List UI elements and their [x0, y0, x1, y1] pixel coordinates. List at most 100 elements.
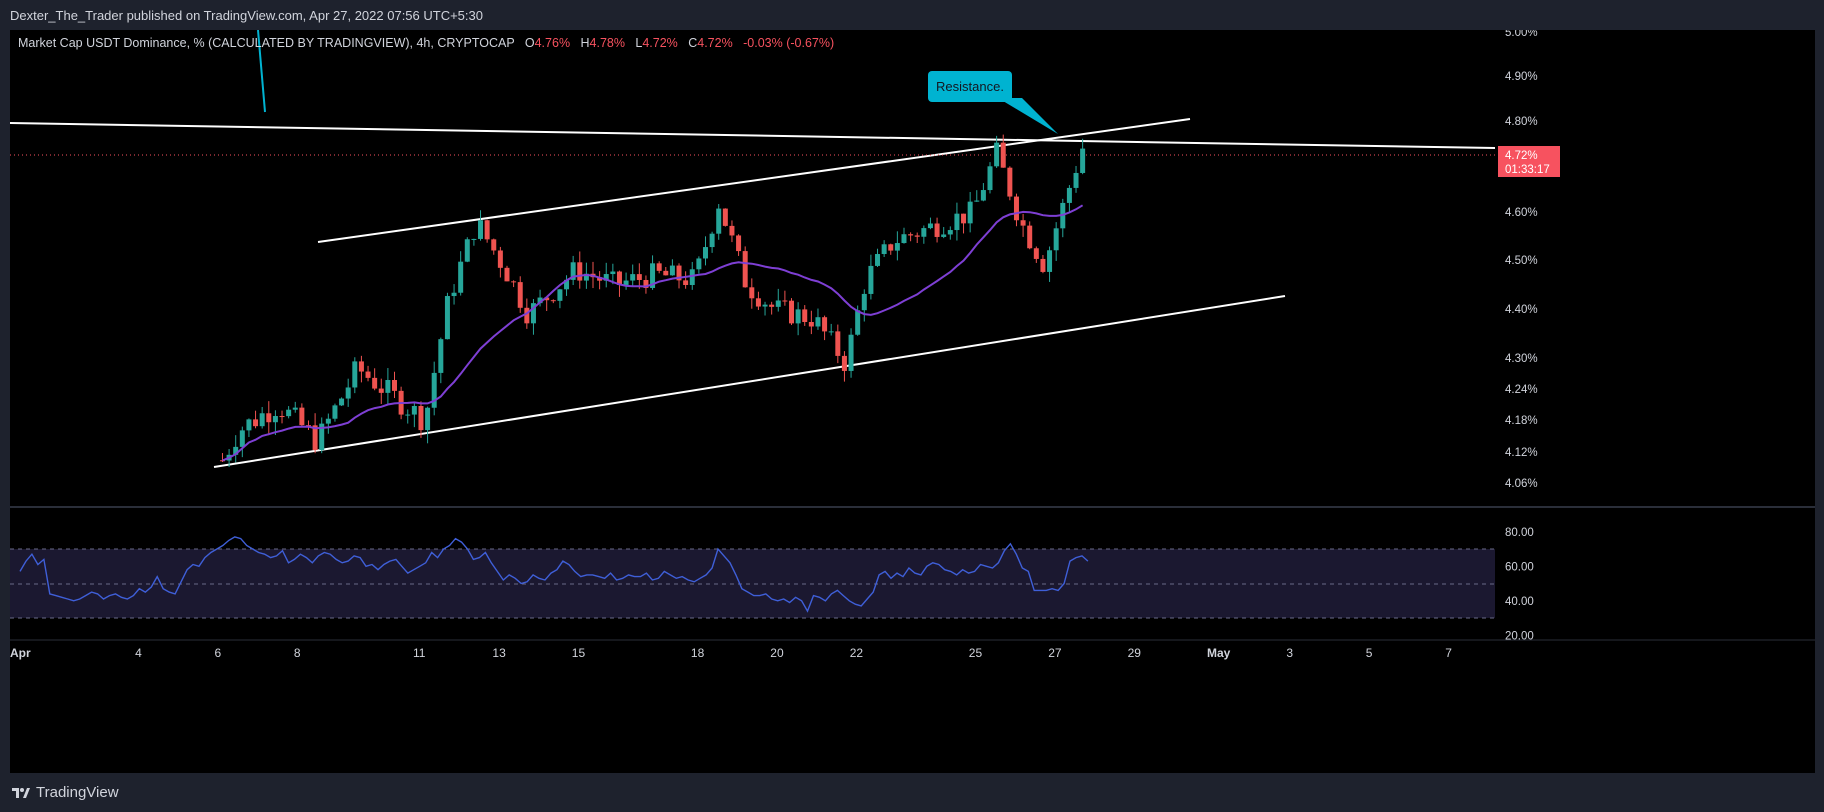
candle-body	[478, 220, 484, 239]
old-drawing-line[interactable]	[257, 29, 266, 113]
candle-body	[868, 265, 874, 294]
candle-body	[894, 243, 900, 251]
candle-body	[253, 419, 259, 427]
last-price-value: 4.72%	[1505, 150, 1538, 162]
rsi-axis[interactable]: 80.00 60.00 40.00 20.00	[1505, 527, 1534, 643]
candle-body	[358, 361, 364, 372]
candle-body	[458, 261, 464, 293]
candle-body	[722, 208, 728, 226]
callout-text: Resistance.	[936, 79, 1004, 94]
candle-body	[808, 321, 814, 327]
candle-body	[339, 398, 345, 406]
candle-body	[557, 289, 563, 301]
symbol-title: Market Cap USDT Dominance, % (CALCULATED…	[18, 36, 515, 50]
candle-body	[577, 262, 583, 281]
candle-body	[676, 265, 682, 281]
candle-body	[530, 303, 536, 324]
candle-body	[497, 250, 503, 268]
time-tick-label: 11	[413, 646, 426, 660]
rsi-pane[interactable]	[10, 536, 1495, 619]
symbol-legend[interactable]: Market Cap USDT Dominance, % (CALCULATED…	[18, 36, 834, 50]
price-tick-label: 4.80%	[1505, 116, 1538, 128]
candle-body	[921, 228, 927, 237]
time-tick-label: 15	[572, 646, 586, 660]
tradingview-logo[interactable]: TradingView	[12, 784, 119, 801]
price-tick-label: 4.30%	[1505, 353, 1538, 365]
candle-body	[603, 274, 609, 281]
callout-box	[928, 71, 1012, 102]
candle-body	[1027, 225, 1033, 249]
time-tick-label: 3	[1286, 646, 1293, 660]
tradingview-logo-icon	[12, 787, 30, 798]
resistance-callout[interactable]: Resistance.	[928, 71, 1058, 134]
candle-body	[663, 270, 669, 276]
candle-body	[994, 142, 1000, 167]
footer-bar: TradingView	[0, 774, 1824, 812]
trendlines[interactable]	[9, 29, 1496, 468]
candle-body	[564, 279, 570, 290]
price-tick-label: 4.40%	[1505, 304, 1538, 316]
candle-body	[947, 230, 953, 235]
candle-body	[1066, 187, 1072, 203]
candle-body	[822, 317, 828, 332]
candle-body	[438, 339, 444, 373]
candle-body	[709, 233, 715, 248]
candle-body	[736, 235, 742, 252]
candle-body	[233, 446, 239, 455]
candle-body	[365, 371, 371, 378]
candle-body	[974, 200, 980, 202]
candle-body	[272, 416, 278, 423]
candle-body	[980, 190, 986, 201]
time-tick-label: 18	[691, 646, 705, 660]
candle-body	[378, 388, 384, 393]
candle-body	[908, 234, 914, 236]
time-tick-label: 29	[1128, 646, 1142, 660]
candle-body	[352, 361, 358, 388]
candle-body	[418, 405, 424, 431]
candle-body	[431, 372, 437, 408]
price-axis[interactable]: 5.00% 4.90% 4.80% 4.60% 4.50% 4.40% 4.30% 4.24%…	[1505, 27, 1538, 490]
price-tick-label: 4.06%	[1505, 478, 1538, 490]
time-tick-label: 20	[770, 646, 784, 660]
low-value: 4.72%	[642, 36, 678, 50]
candle-body	[630, 274, 636, 281]
publisher-line: Dexter_The_Trader published on TradingVi…	[10, 8, 483, 23]
candle-body	[1000, 142, 1006, 168]
chart-canvas[interactable]: Resistance. 5.00% 4.90% 4.80% 4.60% 4.50% 4.4…	[9, 27, 1815, 773]
price-tick-label: 4.18%	[1505, 415, 1538, 427]
lower-channel-line[interactable]	[213, 295, 1286, 468]
candle-body	[729, 225, 735, 236]
time-tick-label: 6	[215, 646, 222, 660]
upper-channel-line[interactable]	[317, 118, 1191, 243]
rsi-tick-label: 20.00	[1505, 630, 1534, 642]
candle-body	[755, 298, 761, 307]
candle-body	[511, 281, 517, 283]
candle-body	[405, 414, 411, 416]
candle-body	[537, 297, 543, 304]
candle-body	[967, 201, 973, 224]
candle-body	[689, 269, 695, 286]
candle-body	[1053, 228, 1059, 251]
moving-average-line	[222, 204, 1084, 462]
candle-body	[1033, 248, 1039, 259]
open-label: O	[524, 36, 535, 50]
horizontal-resistance-line[interactable]	[9, 122, 1496, 149]
last-price-tag-box	[1498, 146, 1560, 177]
candle-body	[246, 419, 252, 431]
candle-body	[517, 282, 523, 308]
time-axis[interactable]: Apr 4 6 8 11 13 15 18 20 22 25 27 29 May 3 5 7	[10, 646, 1452, 660]
close-value: 4.72%	[697, 36, 733, 50]
candle-body	[961, 213, 967, 224]
change-value: -0.03% (-0.67%)	[743, 36, 835, 50]
candle-body	[1080, 148, 1086, 173]
price-tick-label: 4.90%	[1505, 71, 1538, 83]
candle-body	[802, 309, 808, 322]
candle-body	[1007, 167, 1013, 197]
time-tick-label: 8	[294, 646, 301, 660]
candle-body	[643, 279, 649, 288]
candle-body	[815, 317, 821, 327]
high-label: H	[580, 36, 590, 50]
candle-body	[875, 254, 881, 266]
candle-body	[1073, 172, 1079, 188]
chart-frame[interactable]: Resistance. 5.00% 4.90% 4.80% 4.60% 4.50% 4.4…	[9, 27, 1815, 773]
